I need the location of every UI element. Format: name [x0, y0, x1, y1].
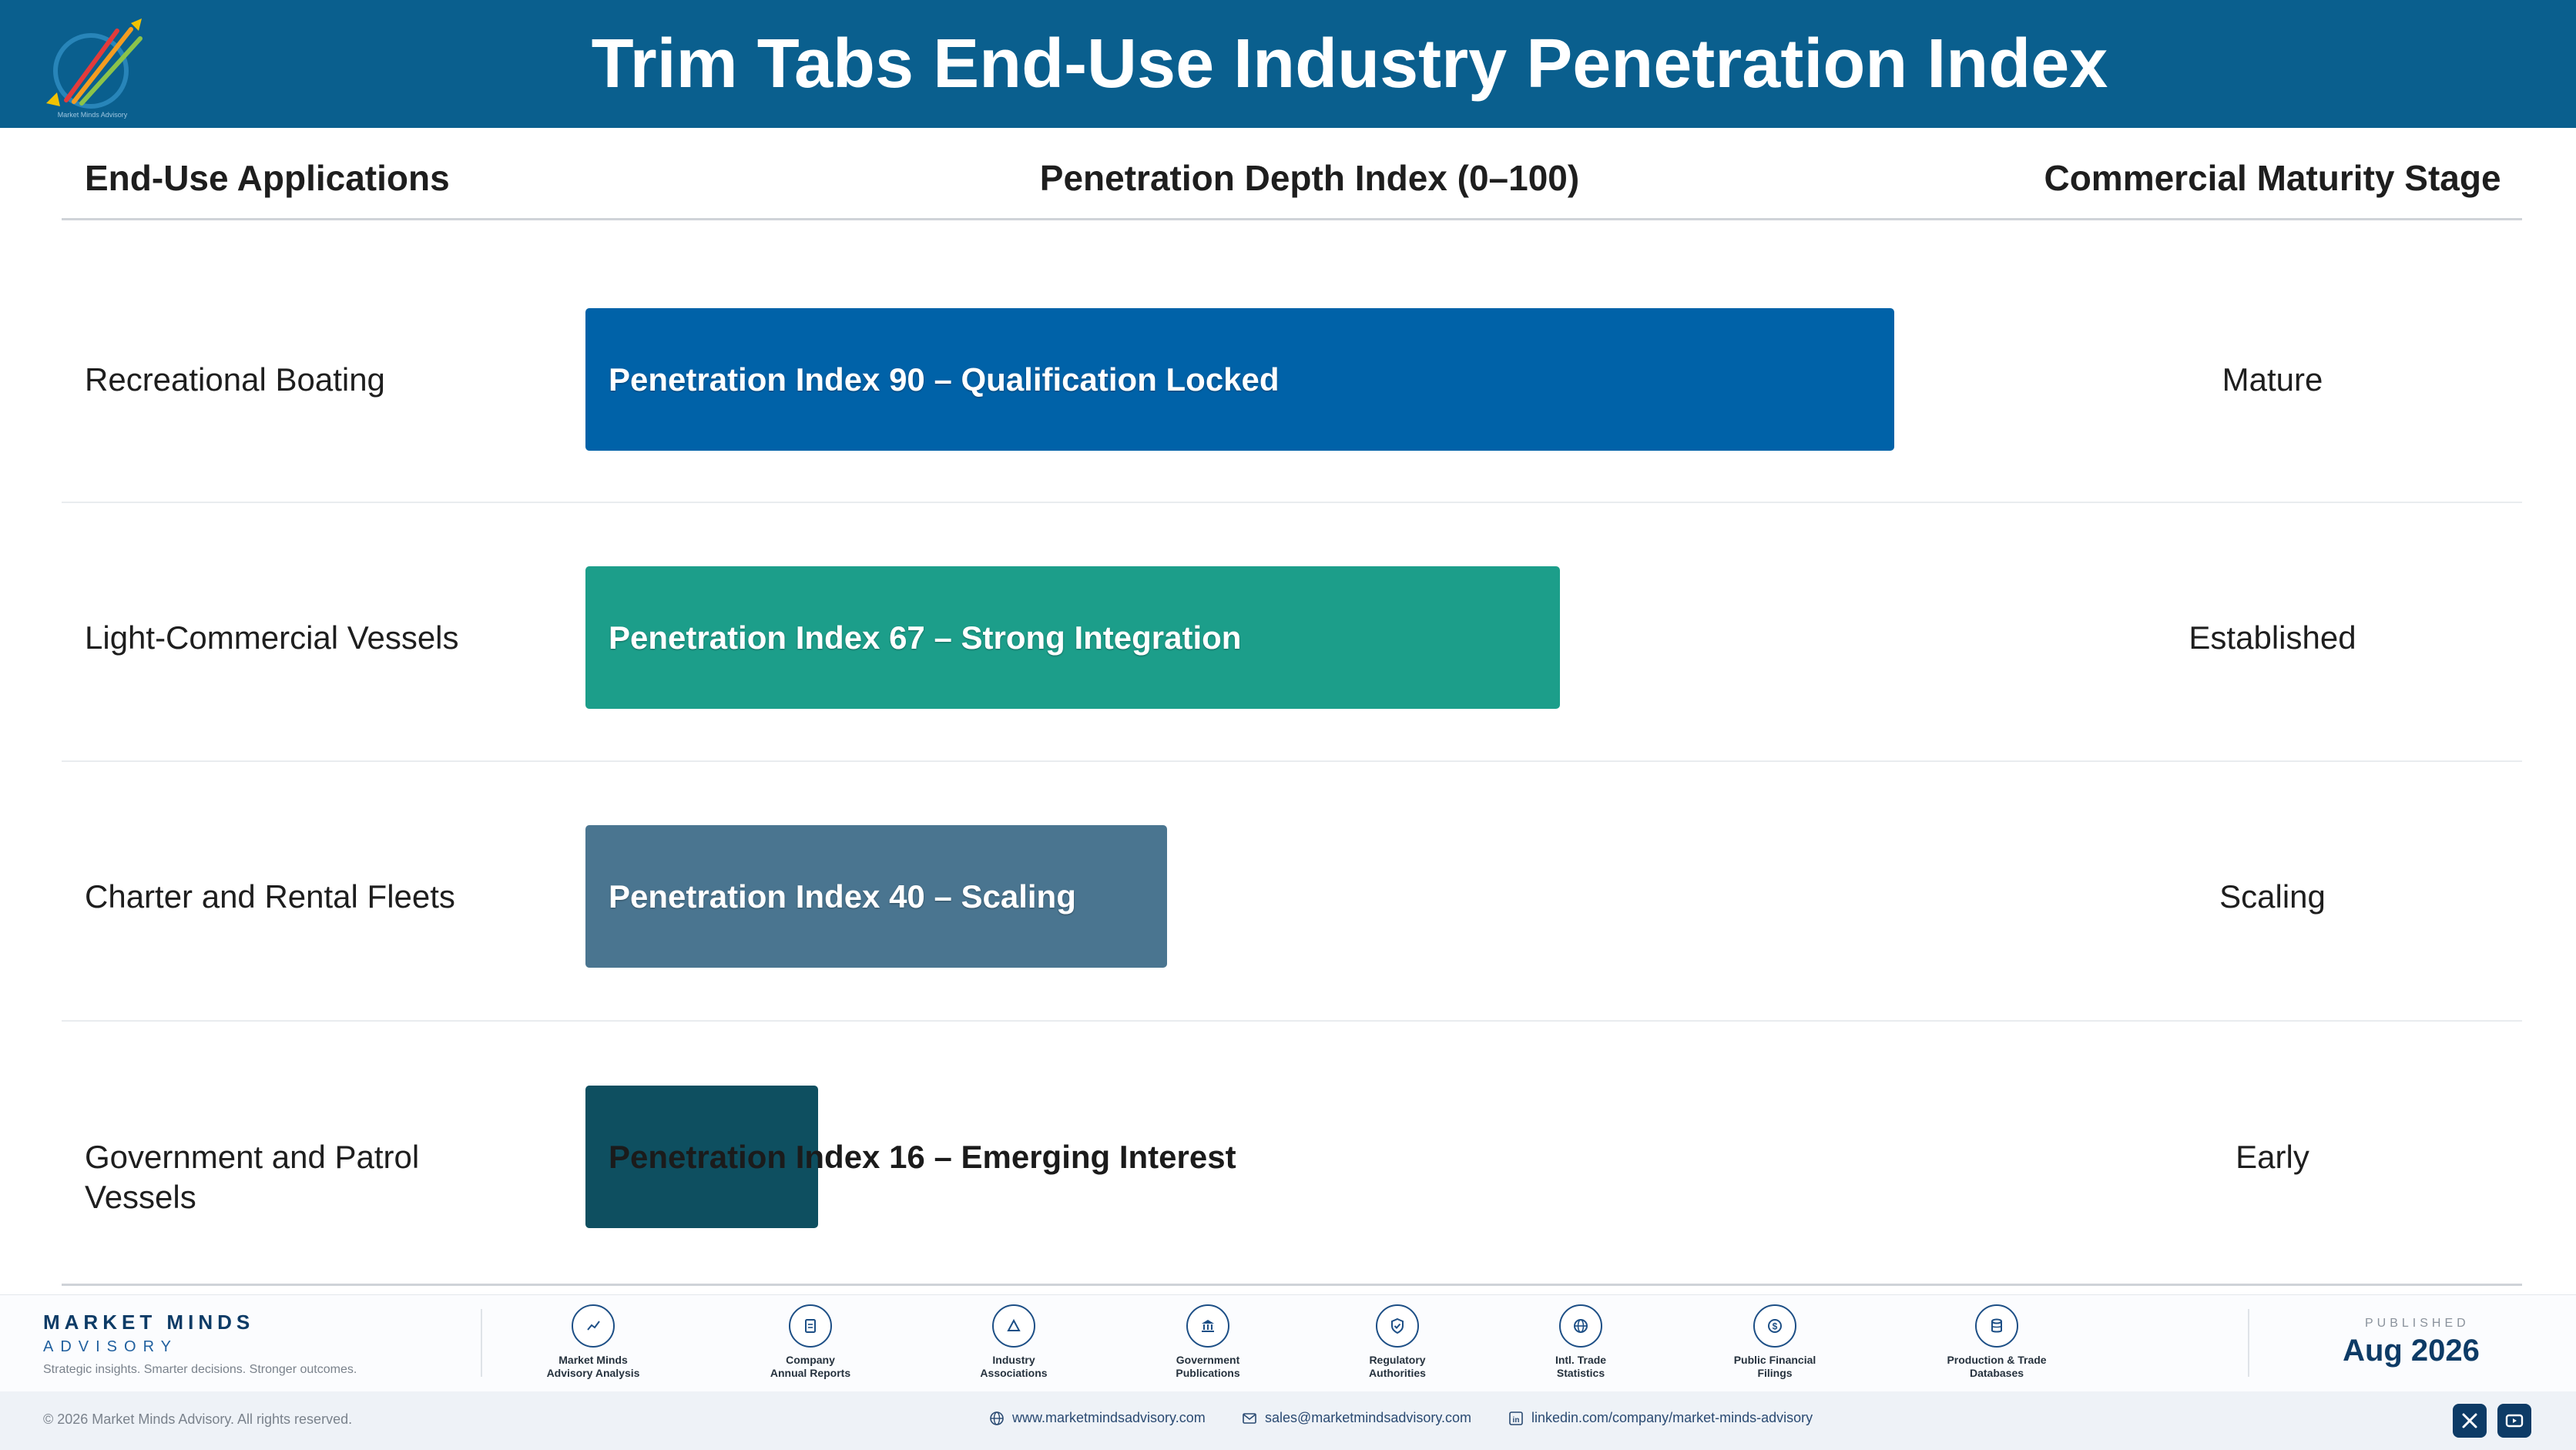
svg-text:$: $	[1773, 1321, 1778, 1332]
government-building-icon	[1186, 1304, 1229, 1348]
source-label-line2: Authorities	[1369, 1367, 1426, 1379]
source-label-line2: Associations	[980, 1367, 1048, 1379]
penetration-bar	[585, 308, 1895, 451]
source-label: Industry Associations	[937, 1354, 1091, 1380]
website-link[interactable]: www.marketmindsadvisory.com	[989, 1410, 1206, 1426]
source-label-line2: Annual Reports	[770, 1367, 851, 1379]
footer-bottom-bar: © 2026 Market Minds Advisory. All rights…	[0, 1391, 2576, 1450]
application-label: Light-Commercial Vessels	[85, 619, 459, 656]
network-icon	[992, 1304, 1035, 1348]
source-item: Market Minds Advisory Analysis	[516, 1304, 670, 1380]
source-label-line1: Intl. Trade	[1555, 1354, 1607, 1366]
source-label-line2: Filings	[1757, 1367, 1793, 1379]
source-label-line1: Industry	[992, 1354, 1035, 1366]
application-label: Government and Patrol Vessels	[85, 1138, 420, 1215]
bar-value-label: Penetration Index 90 – Qualification Loc…	[609, 361, 1280, 398]
source-label: Company Annual Reports	[733, 1354, 887, 1380]
footer: MARKET MINDS ADVISORY Strategic insights…	[0, 1294, 2576, 1392]
database-icon	[1975, 1304, 2018, 1348]
mail-icon	[1243, 1412, 1256, 1424]
source-item: $ Public Financial Filings	[1698, 1304, 1852, 1380]
published-date: Aug 2026	[2343, 1334, 2480, 1368]
source-label-line1: Regulatory	[1369, 1354, 1426, 1366]
published-label: PUBLISHED	[2365, 1317, 2470, 1330]
globe-icon	[990, 1411, 1004, 1425]
maturity-stage-label: Mature	[2222, 361, 2323, 398]
row-divider	[62, 1020, 2522, 1022]
source-label-line2: Databases	[1969, 1367, 2024, 1379]
title-banner: Market Minds Advisory Trim Tabs End-Use …	[0, 0, 2576, 128]
source-item: Regulatory Authorities	[1320, 1304, 1474, 1380]
svg-text:in: in	[1513, 1416, 1520, 1425]
bar-value-label: Penetration Index 16 – Emerging Interest	[609, 1138, 1236, 1175]
company-logo: Market Minds Advisory	[46, 18, 143, 119]
source-label: Production & Trade Databases	[1920, 1354, 2074, 1380]
page-title: Trim Tabs End-Use Industry Penetration I…	[591, 25, 2108, 102]
maturity-stage-label: Early	[2236, 1138, 2309, 1175]
source-item: Intl. Trade Statistics	[1504, 1304, 1658, 1380]
svg-text:Market Minds Advisory: Market Minds Advisory	[58, 111, 128, 119]
source-label-line1: Company	[786, 1354, 835, 1366]
youtube-social-button[interactable]	[2497, 1404, 2531, 1438]
bar-value-label: Penetration Index 40 – Scaling	[609, 878, 1076, 915]
email-text: sales@marketmindsadvisory.com	[1265, 1410, 1472, 1425]
application-label: Recreational Boating	[85, 361, 385, 398]
source-label: Government Publications	[1131, 1354, 1285, 1380]
footer-divider	[2248, 1309, 2249, 1377]
bar-value-label: Penetration Index 67 – Strong Integratio…	[609, 619, 1242, 656]
row-divider	[62, 760, 2522, 762]
source-label-line2: Publications	[1176, 1367, 1240, 1379]
column-header-stage: Commercial Maturity Stage	[2044, 158, 2501, 198]
linkedin-icon: in	[1509, 1411, 1523, 1425]
brand-tagline: Strategic insights. Smarter decisions. S…	[43, 1363, 357, 1376]
application-label: Charter and Rental Fleets	[85, 878, 455, 915]
copyright-text: © 2026 Market Minds Advisory. All rights…	[43, 1411, 353, 1427]
maturity-stage-label: Scaling	[2219, 878, 2326, 915]
brand-name: MARKET MINDS	[43, 1311, 255, 1334]
source-item: Company Annual Reports	[733, 1304, 887, 1380]
source-label-line1: Public Financial	[1733, 1354, 1816, 1366]
penetration-bar	[585, 825, 1168, 968]
penetration-bar	[585, 566, 1560, 709]
website-text: www.marketmindsadvisory.com	[1012, 1410, 1206, 1425]
source-item: Production & Trade Databases	[1920, 1304, 2074, 1380]
brand-subtitle: ADVISORY	[43, 1338, 178, 1355]
table-bottom-divider	[62, 1284, 2522, 1286]
x-icon	[2462, 1413, 2477, 1428]
linkedin-link[interactable]: in linkedin.com/company/market-minds-adv…	[1508, 1410, 1813, 1426]
source-label-line2: Advisory Analysis	[546, 1367, 640, 1379]
source-label-line2: Statistics	[1556, 1367, 1605, 1379]
email-link[interactable]: sales@marketmindsadvisory.com	[1242, 1410, 1471, 1426]
dollar-coin-icon: $	[1753, 1304, 1796, 1348]
column-header-index: Penetration Depth Index (0–100)	[1039, 158, 1580, 198]
globe-icon	[1559, 1304, 1602, 1348]
document-icon	[789, 1304, 832, 1348]
trend-chart-icon	[572, 1304, 615, 1348]
youtube-icon	[2505, 1414, 2524, 1428]
source-item: Industry Associations	[937, 1304, 1091, 1380]
source-label-line1: Production & Trade	[1947, 1354, 2047, 1366]
x-social-button[interactable]	[2453, 1404, 2487, 1438]
source-label-line1: Market Minds	[558, 1354, 628, 1366]
penetration-bar	[585, 1086, 819, 1228]
source-label: Regulatory Authorities	[1320, 1354, 1474, 1380]
shield-check-icon	[1376, 1304, 1419, 1348]
source-label: Market Minds Advisory Analysis	[516, 1354, 670, 1380]
source-label-line1: Government	[1176, 1354, 1240, 1366]
footer-divider	[481, 1309, 482, 1377]
source-item: Government Publications	[1131, 1304, 1285, 1380]
linkedin-text: linkedin.com/company/market-minds-adviso…	[1531, 1410, 1813, 1425]
source-label: Intl. Trade Statistics	[1504, 1354, 1658, 1380]
maturity-stage-label: Established	[2189, 619, 2356, 656]
header-divider	[62, 218, 2522, 220]
column-header-applications: End-Use Applications	[85, 158, 450, 198]
source-label: Public Financial Filings	[1698, 1354, 1852, 1380]
row-divider	[62, 502, 2522, 503]
